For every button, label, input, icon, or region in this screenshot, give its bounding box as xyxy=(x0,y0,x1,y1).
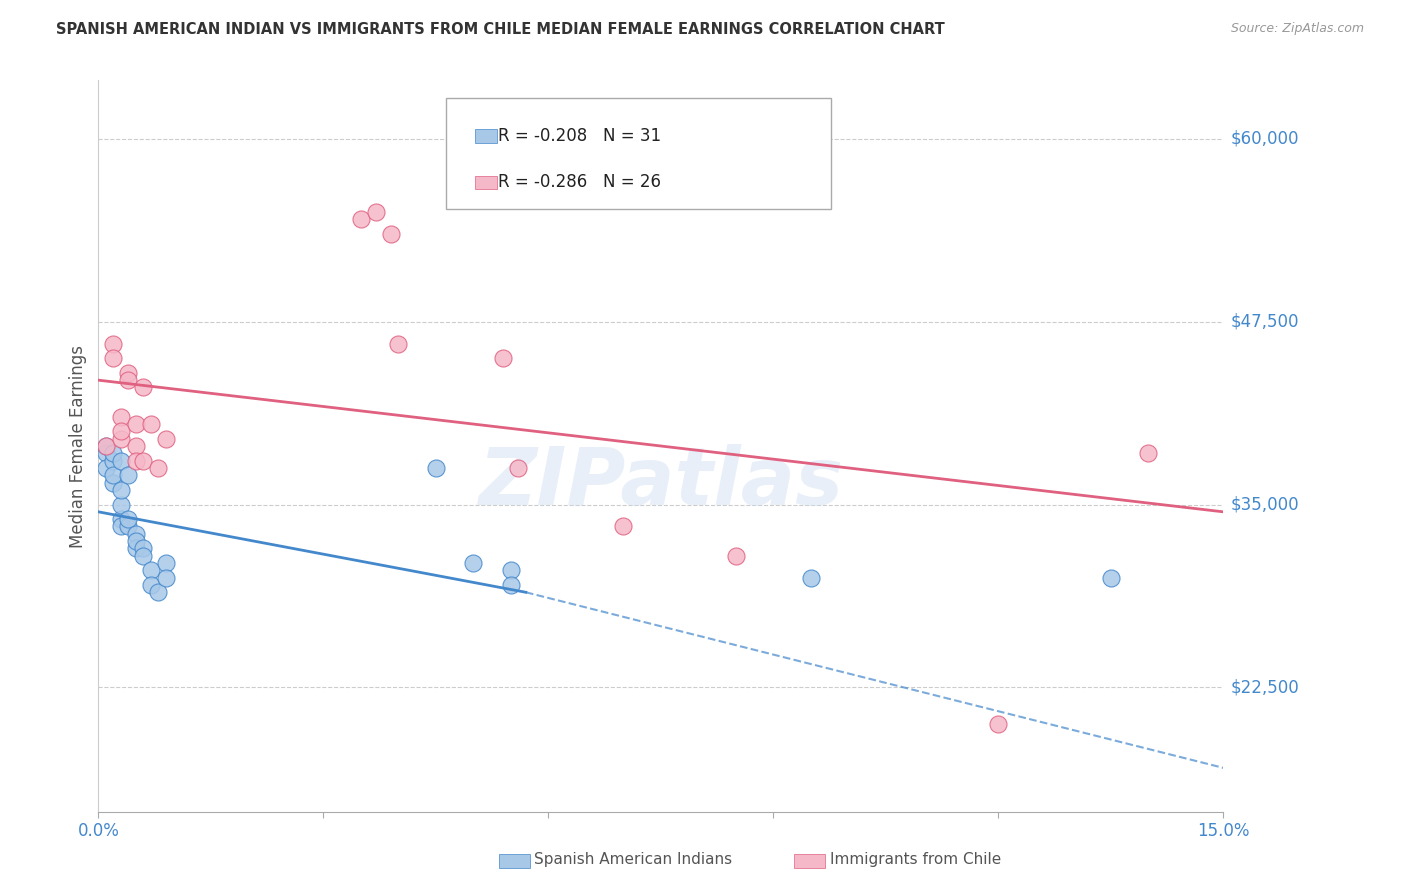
Point xyxy=(987,717,1010,731)
Point xyxy=(724,549,747,563)
Point xyxy=(110,425,132,439)
Point xyxy=(103,351,125,366)
Point xyxy=(110,453,132,467)
Text: $47,500: $47,500 xyxy=(1230,313,1299,331)
Point xyxy=(492,351,515,366)
Text: SPANISH AMERICAN INDIAN VS IMMIGRANTS FROM CHILE MEDIAN FEMALE EARNINGS CORRELAT: SPANISH AMERICAN INDIAN VS IMMIGRANTS FR… xyxy=(56,22,945,37)
Point xyxy=(387,336,409,351)
Text: $35,000: $35,000 xyxy=(1230,496,1299,514)
Text: Source: ZipAtlas.com: Source: ZipAtlas.com xyxy=(1230,22,1364,36)
Text: R = -0.286   N = 26: R = -0.286 N = 26 xyxy=(499,173,661,191)
Point xyxy=(103,453,125,467)
Text: Spanish American Indians: Spanish American Indians xyxy=(534,853,733,867)
Point xyxy=(155,432,177,446)
Point xyxy=(499,563,522,577)
Point xyxy=(110,498,132,512)
Text: R = -0.208   N = 31: R = -0.208 N = 31 xyxy=(499,127,662,145)
Point xyxy=(155,556,177,570)
Text: ZIPatlas: ZIPatlas xyxy=(478,443,844,522)
Point xyxy=(155,571,177,585)
Point xyxy=(117,366,139,380)
Point xyxy=(612,519,634,533)
Point xyxy=(110,409,132,424)
Point xyxy=(110,512,132,526)
Point xyxy=(110,519,132,533)
Point xyxy=(148,585,170,599)
Point xyxy=(463,556,485,570)
Point xyxy=(94,439,117,453)
Text: Immigrants from Chile: Immigrants from Chile xyxy=(830,853,1001,867)
Point xyxy=(139,563,162,577)
Point xyxy=(132,453,155,467)
Point xyxy=(125,541,148,556)
Point xyxy=(110,483,132,497)
Point xyxy=(148,461,170,475)
Point xyxy=(117,468,139,483)
Point xyxy=(103,468,125,483)
Point xyxy=(94,446,117,460)
Point xyxy=(800,571,823,585)
Point xyxy=(364,205,387,219)
Point xyxy=(125,526,148,541)
Point xyxy=(117,519,139,533)
Point xyxy=(1099,571,1122,585)
Point xyxy=(499,578,522,592)
Point xyxy=(125,439,148,453)
Point xyxy=(132,380,155,394)
Point xyxy=(508,461,530,475)
Point xyxy=(132,541,155,556)
Point xyxy=(94,439,117,453)
Point xyxy=(110,432,132,446)
Point xyxy=(117,373,139,387)
Point xyxy=(103,475,125,490)
Point xyxy=(425,461,447,475)
Point xyxy=(94,461,117,475)
Point xyxy=(125,453,148,467)
Point xyxy=(125,534,148,549)
Point xyxy=(125,417,148,431)
Point xyxy=(132,549,155,563)
Point xyxy=(350,212,373,227)
Text: $60,000: $60,000 xyxy=(1230,130,1299,148)
Text: $22,500: $22,500 xyxy=(1230,679,1299,697)
Point xyxy=(139,417,162,431)
Point xyxy=(103,336,125,351)
Point xyxy=(1137,446,1160,460)
Point xyxy=(380,227,402,241)
Point xyxy=(117,512,139,526)
Y-axis label: Median Female Earnings: Median Female Earnings xyxy=(69,344,87,548)
Point xyxy=(139,578,162,592)
Point xyxy=(103,446,125,460)
